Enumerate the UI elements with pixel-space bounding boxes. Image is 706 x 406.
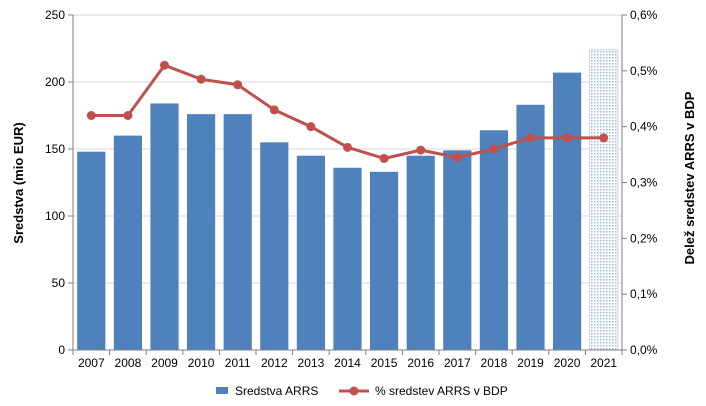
- bar: [113, 135, 142, 350]
- x-tick-label: 2017: [444, 356, 471, 370]
- y-axis-label: Sredstva (mio EUR): [11, 122, 26, 243]
- bar: [187, 114, 216, 350]
- y-tick-label: 250: [45, 8, 65, 22]
- line-point: [489, 144, 499, 154]
- x-tick-label: 2016: [407, 356, 434, 370]
- bar: [333, 167, 362, 350]
- line-point: [233, 80, 243, 90]
- bar: [223, 114, 252, 350]
- bar: [77, 151, 106, 350]
- y2-tick-label: 0,6%: [630, 8, 658, 22]
- line-point: [526, 133, 535, 143]
- x-tick-label: 2011: [225, 356, 251, 370]
- x-axis-ticks: 2007 2008 2009 2010 2011 2012 2013 2014 2015 2016…: [72, 350, 623, 370]
- legend-line-label: % sredstev ARRS v BDP: [375, 384, 508, 398]
- y-tick-label: 150: [45, 142, 65, 156]
- y2-tick-label: 0,4%: [630, 120, 658, 134]
- x-tick-label: 2014: [334, 356, 361, 370]
- y2-tick-label: 0,2%: [630, 231, 658, 245]
- legend-bar-swatch: [216, 387, 228, 394]
- x-tick-label: 2009: [151, 356, 178, 370]
- line-point: [379, 153, 389, 163]
- x-tick-label: 2018: [481, 356, 508, 370]
- line-point: [123, 111, 133, 120]
- line-point: [416, 145, 426, 155]
- bar: [296, 155, 325, 350]
- line-point: [196, 74, 206, 84]
- line-point: [269, 105, 279, 115]
- y-tick-label: 200: [45, 75, 65, 89]
- line-point: [306, 122, 316, 132]
- bar: [516, 104, 545, 350]
- line-point: [562, 133, 572, 143]
- bar: [443, 150, 472, 350]
- y-axis-ticks: 0 50 100 150 200 250: [45, 8, 73, 357]
- bar: [479, 130, 508, 350]
- y2-tick-label: 0,5%: [630, 64, 658, 78]
- line-point: [160, 60, 169, 70]
- legend: Sredstva ARRS % sredstev ARRS v BDP: [216, 384, 508, 398]
- line-point: [599, 133, 609, 143]
- bar-estimate: [589, 49, 619, 351]
- y2-tick-label: 0,3%: [630, 176, 658, 190]
- bar: [553, 72, 582, 351]
- x-tick-label: 2013: [298, 356, 325, 370]
- line-point: [343, 142, 352, 152]
- bar-series: [77, 49, 619, 351]
- x-tick-label: 2010: [188, 356, 215, 370]
- x-tick-label: 2015: [371, 356, 398, 370]
- y2-tick-label: 0,0%: [630, 343, 658, 357]
- x-tick-label: 2012: [261, 356, 288, 370]
- legend-line-marker: [349, 386, 359, 396]
- y2-axis-ticks: 0,0% 0,1% 0,2% 0,3% 0,4% 0,5% 0,6%: [622, 8, 658, 357]
- line-point: [86, 111, 96, 120]
- y-tick-label: 0: [58, 343, 65, 357]
- bar: [260, 142, 289, 350]
- y2-tick-label: 0,1%: [630, 287, 658, 301]
- bar: [150, 103, 179, 350]
- x-tick-label: 2007: [78, 356, 105, 370]
- legend-bar-label: Sredstva ARRS: [235, 384, 318, 398]
- x-tick-label: 2020: [554, 356, 581, 370]
- y2-axis-label: Delež sredstev ARRS v BDP: [682, 91, 697, 264]
- line-point: [452, 152, 462, 162]
- x-tick-label: 2021: [590, 356, 617, 370]
- x-tick-label: 2019: [517, 356, 544, 370]
- y-tick-label: 50: [52, 276, 66, 290]
- bar: [406, 155, 435, 350]
- y-tick-label: 100: [45, 209, 65, 223]
- bar: [370, 171, 399, 350]
- x-tick-label: 2008: [115, 356, 142, 370]
- line-series: [86, 60, 609, 163]
